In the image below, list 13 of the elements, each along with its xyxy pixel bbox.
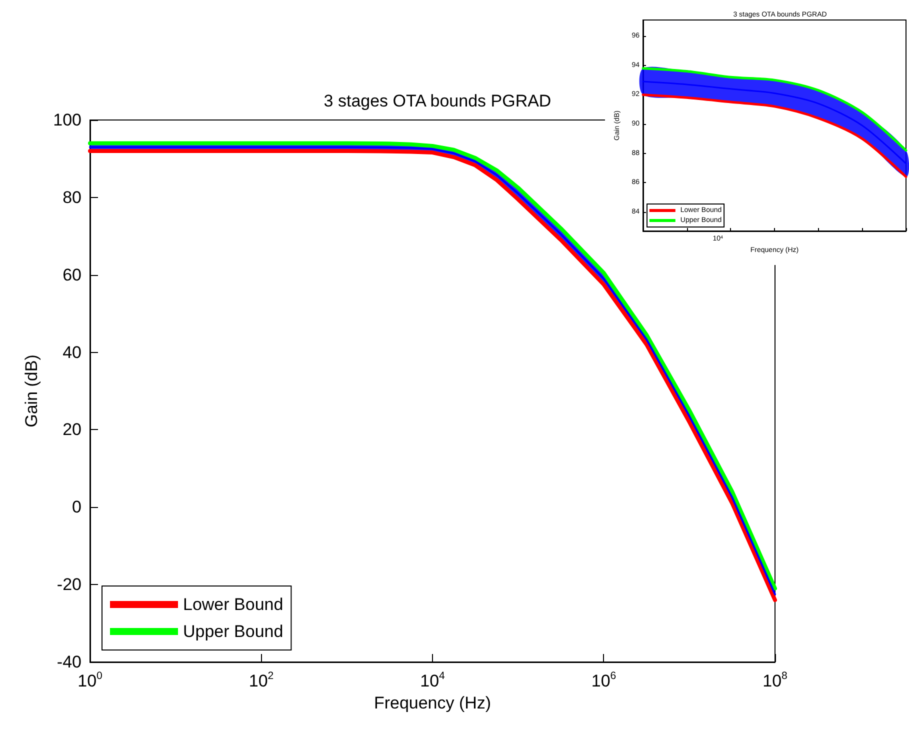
y-axis-title: Gain (dB) — [22, 354, 41, 428]
y-tick-label: 0 — [72, 498, 82, 517]
y-tick-label: 100 — [53, 110, 82, 130]
chart-title: 3 stages OTA bounds PGRAD — [324, 92, 552, 111]
y-tick-label: 40 — [62, 342, 82, 362]
legend-label: Upper Bound — [183, 622, 284, 641]
y-tick-label: -20 — [56, 575, 82, 594]
legend-label: Lower Bound — [183, 595, 284, 614]
y-tick-label: 60 — [62, 265, 82, 284]
x-axis-title: Frequency (Hz) — [374, 694, 492, 712]
y-tick-label: 80 — [62, 188, 82, 207]
y-tick-label: 20 — [62, 420, 82, 440]
y-tick-label: -40 — [56, 652, 82, 672]
